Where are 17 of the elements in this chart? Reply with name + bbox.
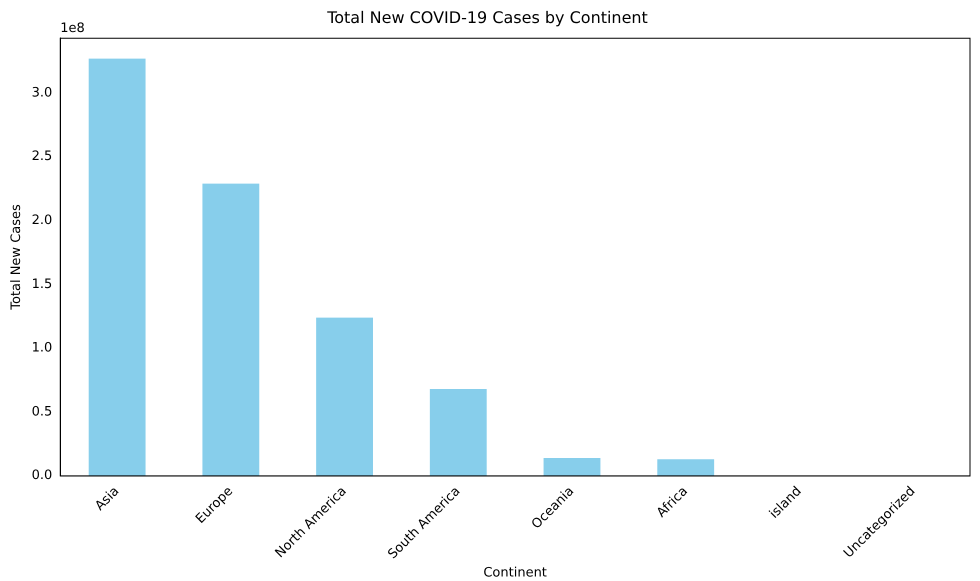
bar	[430, 389, 487, 476]
bar	[544, 458, 600, 476]
y-tick-label: 3.0	[32, 85, 52, 100]
bar	[202, 184, 260, 476]
y-tick-label: 1.0	[32, 340, 52, 356]
chart-title: Total New COVID-19 Cases by Continent	[326, 8, 648, 27]
y-tick-label: 0.5	[32, 404, 52, 420]
y-axis-title: Total New Cases	[9, 204, 24, 311]
bar	[88, 58, 146, 476]
bar	[657, 459, 714, 476]
bar	[316, 318, 373, 476]
y-tick-label: 0.0	[32, 468, 52, 484]
y-tick-label: 2.0	[32, 213, 52, 228]
text: 1e8	[60, 21, 85, 36]
x-axis-title: Continent	[483, 566, 547, 581]
y-tick-label: 2.5	[32, 149, 52, 164]
y-tick-label: 1.5	[32, 276, 52, 292]
